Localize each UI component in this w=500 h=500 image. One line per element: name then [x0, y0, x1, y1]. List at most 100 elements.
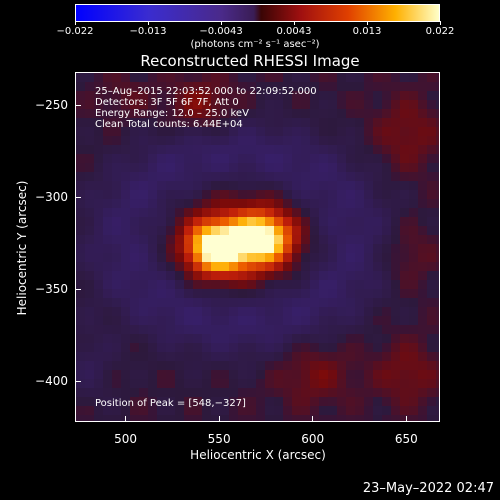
heatmap-cell [346, 199, 356, 209]
heatmap-cell [337, 271, 347, 281]
heatmap-cell [301, 262, 311, 272]
heatmap-cell [103, 73, 113, 83]
heatmap-cell [274, 316, 284, 326]
heatmap-cell [427, 271, 437, 281]
heatmap-cell [76, 145, 86, 155]
heatmap-cell [319, 406, 329, 416]
heatmap-cell [103, 244, 113, 254]
heatmap-cell [391, 244, 401, 254]
heatmap-cell [337, 253, 347, 263]
heatmap-cell [328, 100, 338, 110]
heatmap-cell [373, 91, 383, 101]
heatmap-cell [238, 91, 248, 101]
heatmap-cell [274, 262, 284, 272]
heatmap-cell [94, 91, 104, 101]
heatmap-cell [418, 217, 428, 227]
heatmap-cell [382, 199, 392, 209]
heatmap-cell [94, 181, 104, 191]
heatmap-cell [103, 91, 113, 101]
heatmap-cell [211, 334, 221, 344]
heatmap-cell [256, 334, 266, 344]
heatmap-cell [184, 298, 194, 308]
heatmap-cell [283, 154, 293, 164]
heatmap-cell [427, 343, 437, 353]
heatmap-cell [391, 172, 401, 182]
heatmap-cell [247, 181, 257, 191]
heatmap-cell [427, 307, 437, 317]
heatmap-cell [400, 127, 410, 137]
heatmap-cell [319, 388, 329, 398]
heatmap-cell [85, 109, 95, 119]
heatmap-cell [400, 352, 410, 362]
heatmap-cell [391, 397, 401, 407]
heatmap-cell [148, 163, 158, 173]
heatmap-cell [103, 181, 113, 191]
heatmap-cell [238, 253, 248, 263]
heatmap-cell [346, 244, 356, 254]
heatmap-cell [409, 217, 419, 227]
heatmap-cell [85, 82, 95, 92]
heatmap-cell [382, 352, 392, 362]
heatmap-cell [202, 388, 212, 398]
heatmap-cell [148, 352, 158, 362]
heatmap-cell [328, 370, 338, 380]
heatmap-cell [229, 343, 239, 353]
heatmap-cell [382, 190, 392, 200]
heatmap-cell [337, 109, 347, 119]
heatmap-cell [256, 325, 266, 335]
heatmap-cell [157, 289, 167, 299]
heatmap-cell [436, 100, 439, 110]
heatmap-cell [400, 415, 410, 421]
heatmap-cell [229, 73, 239, 83]
heatmap-cell [202, 379, 212, 389]
heatmap-cell [112, 325, 122, 335]
heatmap-cell [220, 307, 230, 317]
heatmap-cell [184, 181, 194, 191]
heatmap-cell [274, 379, 284, 389]
heatmap-cell [292, 226, 302, 236]
heatmap-cell [427, 406, 437, 416]
heatmap-cell [247, 73, 257, 83]
heatmap-cell [319, 307, 329, 317]
heatmap-cell [229, 334, 239, 344]
heatmap-cell [328, 397, 338, 407]
heatmap-cell [112, 172, 122, 182]
heatmap-cell [328, 244, 338, 254]
heatmap-cell [121, 397, 131, 407]
heatmap-cell [94, 334, 104, 344]
heatmap-cell [256, 271, 266, 281]
heatmap-cell [121, 370, 131, 380]
heatmap-cell [211, 280, 221, 290]
heatmap-cell [283, 262, 293, 272]
heatmap-cell [247, 397, 257, 407]
heatmap-cell [139, 118, 149, 128]
heatmap-cell [346, 289, 356, 299]
heatmap-cell [220, 154, 230, 164]
heatmap-cell [103, 109, 113, 119]
heatmap-cell [247, 262, 257, 272]
heatmap-cell [319, 82, 329, 92]
footer-timestamp: 23–May–2022 02:47 [362, 481, 494, 496]
heatmap-cell [76, 217, 86, 227]
heatmap-cell [202, 289, 212, 299]
heatmap-cell [211, 208, 221, 218]
heatmap-cell [436, 163, 439, 173]
heatmap-cell [301, 235, 311, 245]
heatmap-cell [310, 235, 320, 245]
heatmap-cell [247, 145, 257, 155]
heatmap-cell [184, 280, 194, 290]
heatmap-cell [265, 415, 275, 421]
heatmap-cell [103, 379, 113, 389]
heatmap-cell [202, 118, 212, 128]
heatmap-cell [121, 388, 131, 398]
heatmap-cell [409, 100, 419, 110]
heatmap-cell [310, 289, 320, 299]
heatmap-cell [112, 280, 122, 290]
heatmap-cell [328, 325, 338, 335]
heatmap-cell [103, 316, 113, 326]
heatmap-cell [364, 298, 374, 308]
heatmap-cell [238, 280, 248, 290]
heatmap-cell [247, 244, 257, 254]
heatmap-cell [301, 118, 311, 128]
heatmap-cell [292, 181, 302, 191]
